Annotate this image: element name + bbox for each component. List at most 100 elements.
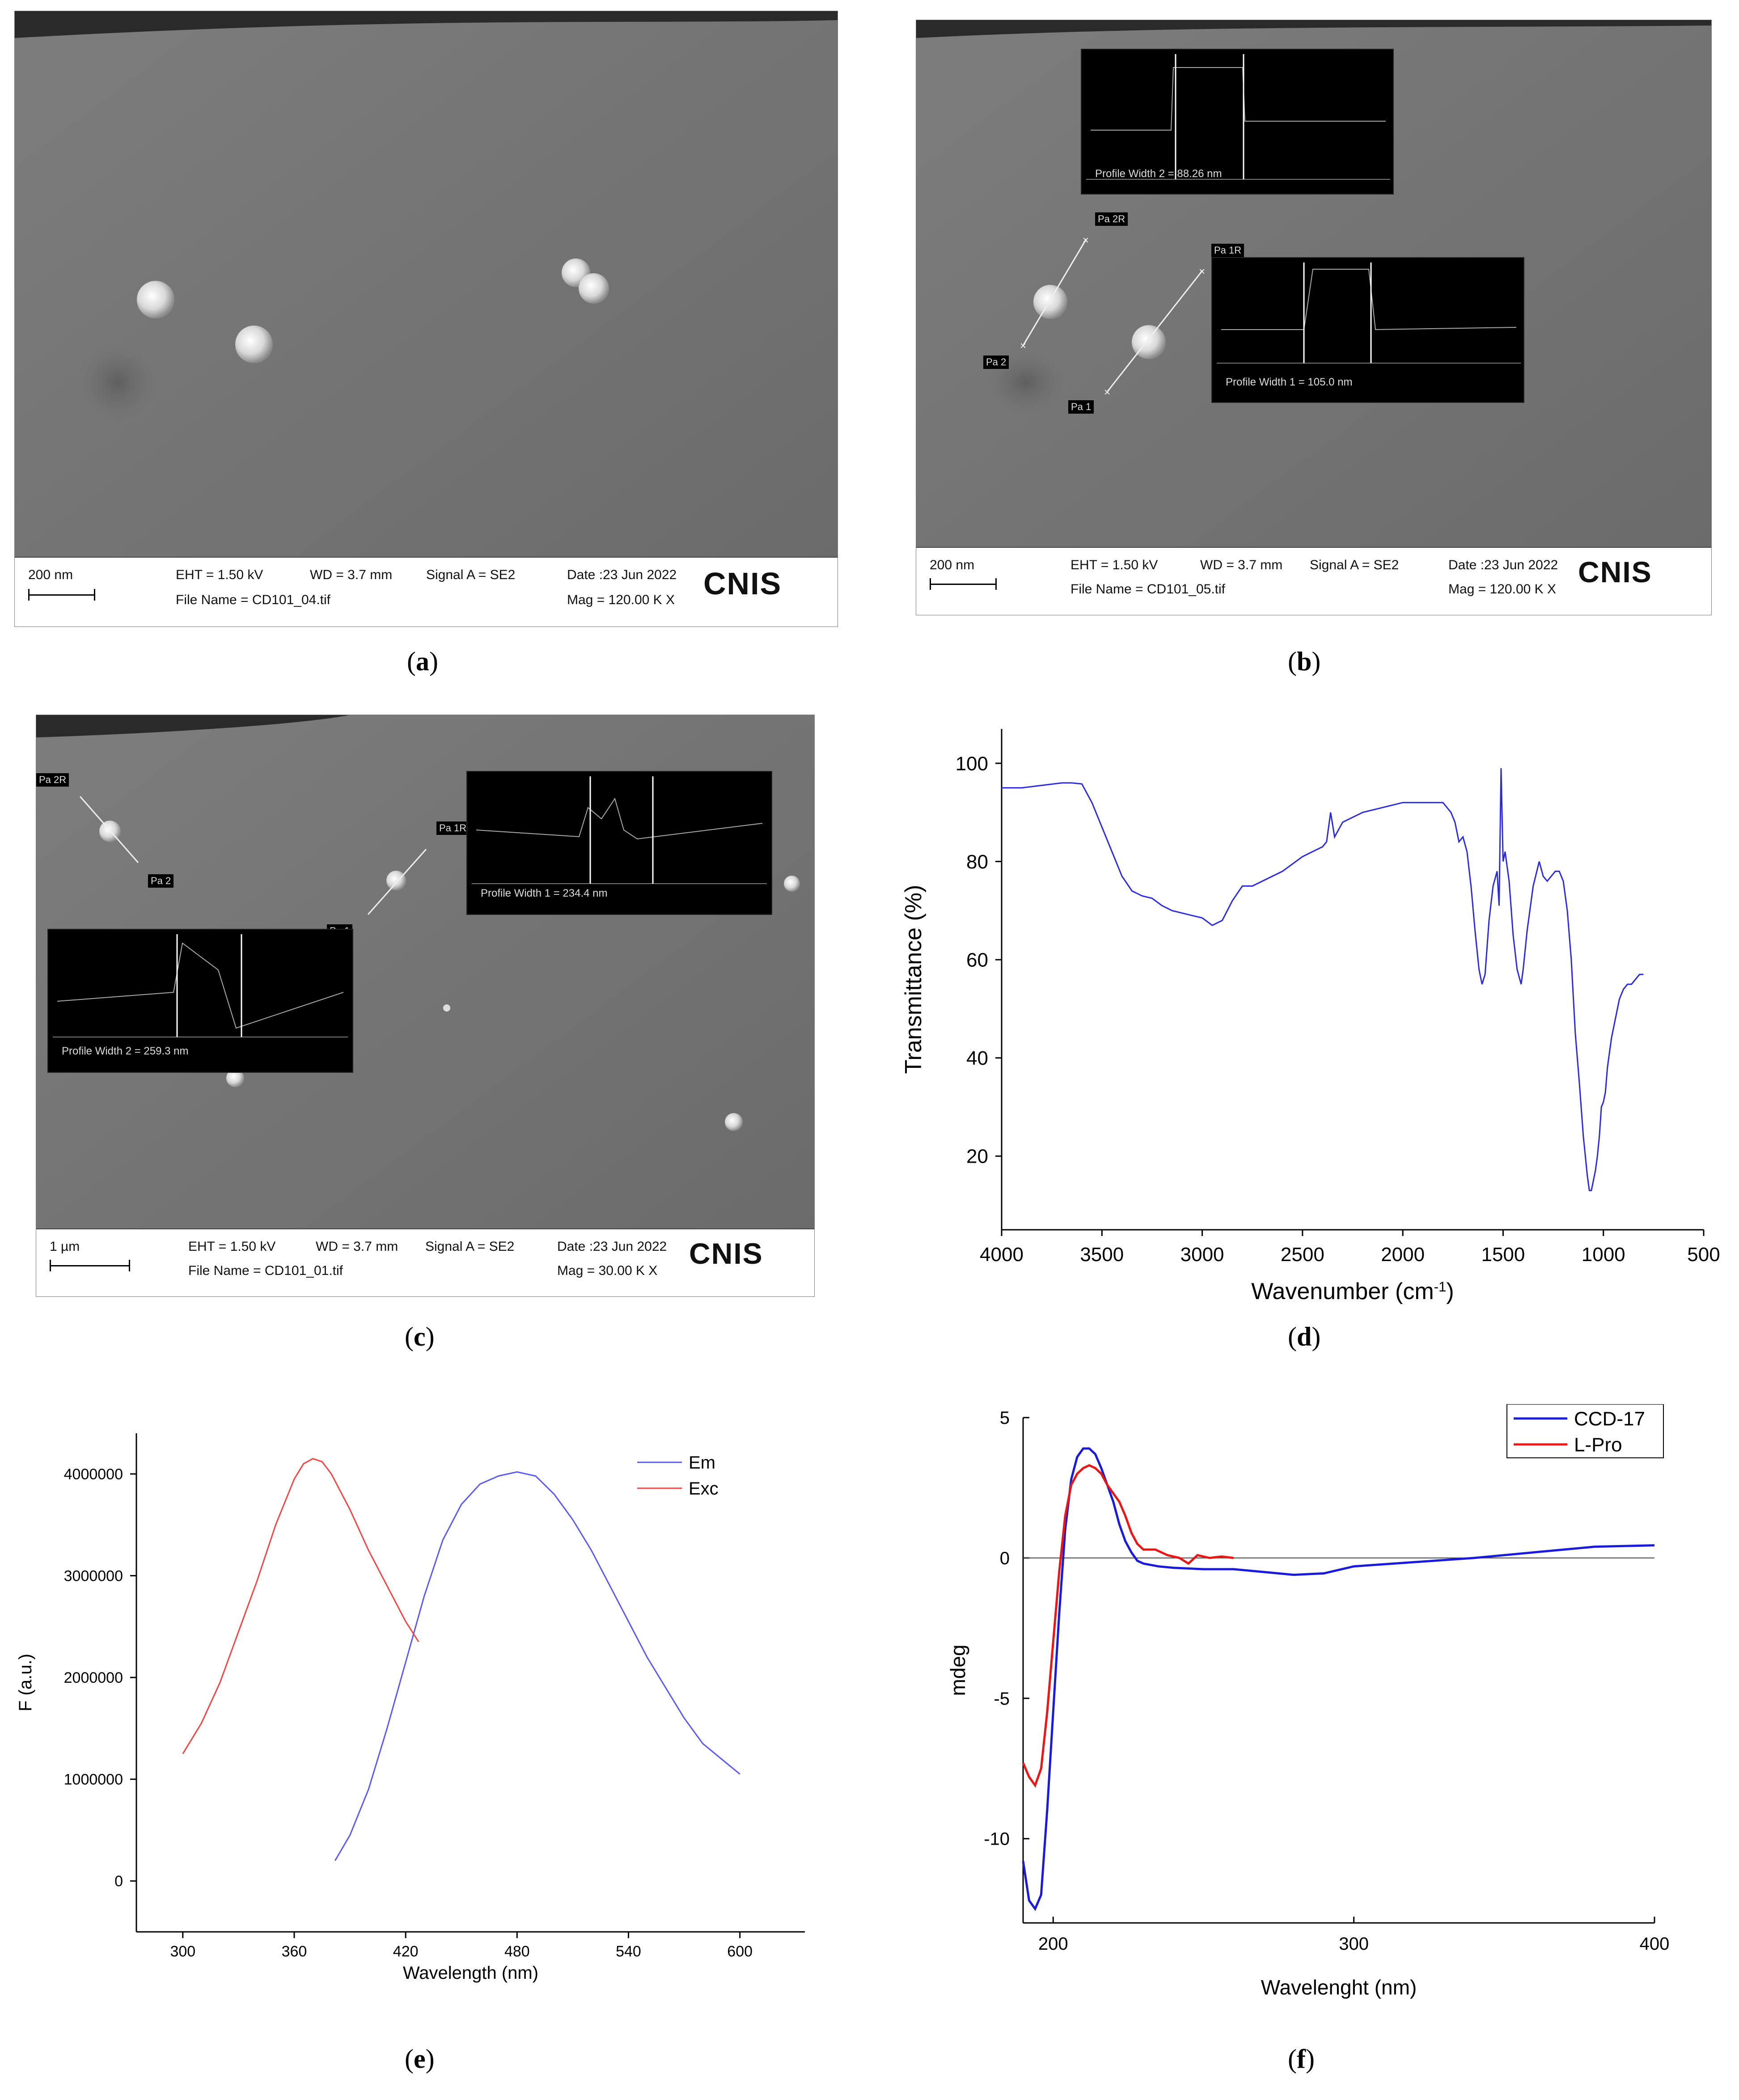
nanoparticle [784,876,800,892]
eht-label: EHT = 1.50 kV [1070,558,1158,572]
mag-label: Mag = 120.00 K X [1448,582,1556,597]
cnis-logo: CNIS [703,566,782,601]
profile-tag: Pa 2R [1095,212,1128,226]
profile-line-1 [1107,270,1203,392]
profile-tag: Pa 2 [983,356,1009,369]
profile-plot [53,934,348,1037]
x-tick-label: 420 [393,1943,419,1960]
y-tick-label: 1000000 [64,1771,123,1788]
y-tick-label: 4000000 [64,1466,123,1483]
date-label: Date :23 Jun 2022 [1448,558,1558,572]
profile-width-caption: Profile Width 1 = 105.0 nm [1226,376,1353,388]
y-tick-label: -10 [984,1829,1010,1849]
panel-label-d: (d) [1288,1322,1321,1351]
panel-label-a: (a) [407,647,438,676]
x-tick-label: 360 [282,1943,307,1960]
profile-tag: Pa 2R [36,773,69,787]
x-tick-label: 600 [727,1943,753,1960]
y-axis-label: F (a.u.) [16,1654,35,1711]
x-tick-label: 4000 [980,1244,1024,1266]
x-tick-label: 200 [1038,1934,1068,1954]
cnis-logo: CNIS [1578,555,1652,589]
profile-line-2 [1023,239,1087,345]
y-tick-label: 3000000 [64,1567,123,1584]
panel-label-c: (c) [405,1322,435,1351]
chart-circular-dichroism: 200 300 400 5 0 -5 -10 Wavelenght (nm) mdeg CCD-1… [946,1404,1670,1999]
y-tick-label: 20 [966,1146,988,1168]
x-tick-label: 3000 [1180,1244,1224,1266]
sem-image-b: × × × × Pa 2R Pa 2 Pa 1R Pa 1 Profile Wi… [916,20,1712,615]
nanoparticle [226,1069,244,1087]
profile-width-caption: Profile Width 1 = 234.4 nm [481,887,608,899]
mag-label: Mag = 120.00 K X [567,593,675,607]
x-tick-label: 1000 [1582,1244,1625,1266]
svg-text:×: × [1083,234,1089,246]
profile-tag: Pa 1R [1211,244,1244,257]
y-tick-label: 100 [956,753,988,775]
x-tick-label: 2000 [1381,1244,1425,1266]
legend-label: L-Pro [1574,1434,1622,1456]
eht-label: EHT = 1.50 kV [176,567,263,582]
panel-label-e: (e) [405,2044,435,2074]
profile-line-2 [79,796,139,863]
y-tick-label: 80 [966,851,988,873]
y-axis-label: Transmittance (%) [901,885,927,1074]
series-line-ftir [1002,768,1644,1191]
nanoparticle [137,281,174,318]
svg-text:×: × [1020,340,1026,352]
signal-label: Signal A = SE2 [425,1239,515,1254]
profile-tag: Pa 1R [436,821,470,835]
profile-line-1 [367,849,427,915]
file-name-label: File Name = CD101_05.tif [1070,582,1225,597]
wd-label: WD = 3.7 mm [1200,558,1283,572]
panel-label-f: (f) [1288,2044,1315,2074]
y-tick-label: -5 [994,1689,1010,1709]
x-tick-label: 300 [170,1943,195,1960]
profile-width-caption: Profile Width 2 = 88.26 nm [1095,168,1222,180]
nanoparticle [579,273,609,304]
y-tick-label: 60 [966,949,988,971]
x-tick-label: 2500 [1281,1244,1324,1266]
nanoparticle [1033,285,1067,319]
profile-plot [1086,54,1390,180]
profile-tag: Pa 1 [1068,400,1094,414]
legend-label: Em [689,1453,715,1473]
nanoparticle [235,326,273,363]
y-tick-label: 2000000 [64,1669,123,1686]
y-tick-label: 5 [1000,1408,1010,1428]
x-tick-label: 500 [1687,1244,1720,1266]
file-name-label: File Name = CD101_04.tif [176,593,330,607]
y-tick-label: 0 [114,1873,123,1890]
chart-ftir: 4000 3500 3000 2500 2000 1500 1000 500 20 40 60 80 1… [901,729,1720,1304]
date-label: Date :23 Jun 2022 [557,1239,667,1254]
x-tick-label: 300 [1339,1934,1369,1954]
y-tick-label: 40 [966,1047,988,1069]
svg-text:×: × [1199,266,1205,278]
sem-info-bar: 200 nm EHT = 1.50 kV WD = 3.7 mm Signal … [916,547,1711,615]
x-tick-label: 400 [1640,1934,1670,1954]
svg-text:×: × [1104,386,1110,398]
series-line-em [334,1471,740,1861]
scalebar-label: 1 µm [50,1239,80,1254]
profile-inset-1: Profile Width 1 = 234.4 nm [466,771,772,915]
file-name-label: File Name = CD101_01.tif [188,1263,343,1278]
legend-label: CCD-17 [1574,1408,1645,1430]
signal-label: Signal A = SE2 [426,567,516,582]
profile-inset-1: Profile Width 1 = 105.0 nm [1211,257,1524,403]
sem-info-bar: 200 nm EHT = 1.50 kV WD = 3.7 mm Signal … [15,557,838,627]
profile-plot [472,776,767,884]
series-line-l-pro [1022,1464,1234,1788]
profile-tag: Pa 2 [148,874,174,888]
legend-label: Exc [689,1479,719,1499]
y-axis-label: mdeg [946,1644,969,1696]
legend-box [1506,1404,1664,1458]
date-label: Date :23 Jun 2022 [567,567,677,582]
signal-label: Signal A = SE2 [1310,558,1399,572]
x-tick-label: 1500 [1481,1244,1525,1266]
wd-label: WD = 3.7 mm [310,567,393,582]
scalebar [50,1265,130,1266]
profile-inset-2: Profile Width 2 = 259.3 nm [47,929,353,1073]
profile-width-caption: Profile Width 2 = 259.3 nm [62,1045,189,1057]
scalebar [930,584,997,585]
chart-fluorescence: 300 360 420 480 540 600 0 1000000 2000000 3000000… [16,1433,805,1983]
